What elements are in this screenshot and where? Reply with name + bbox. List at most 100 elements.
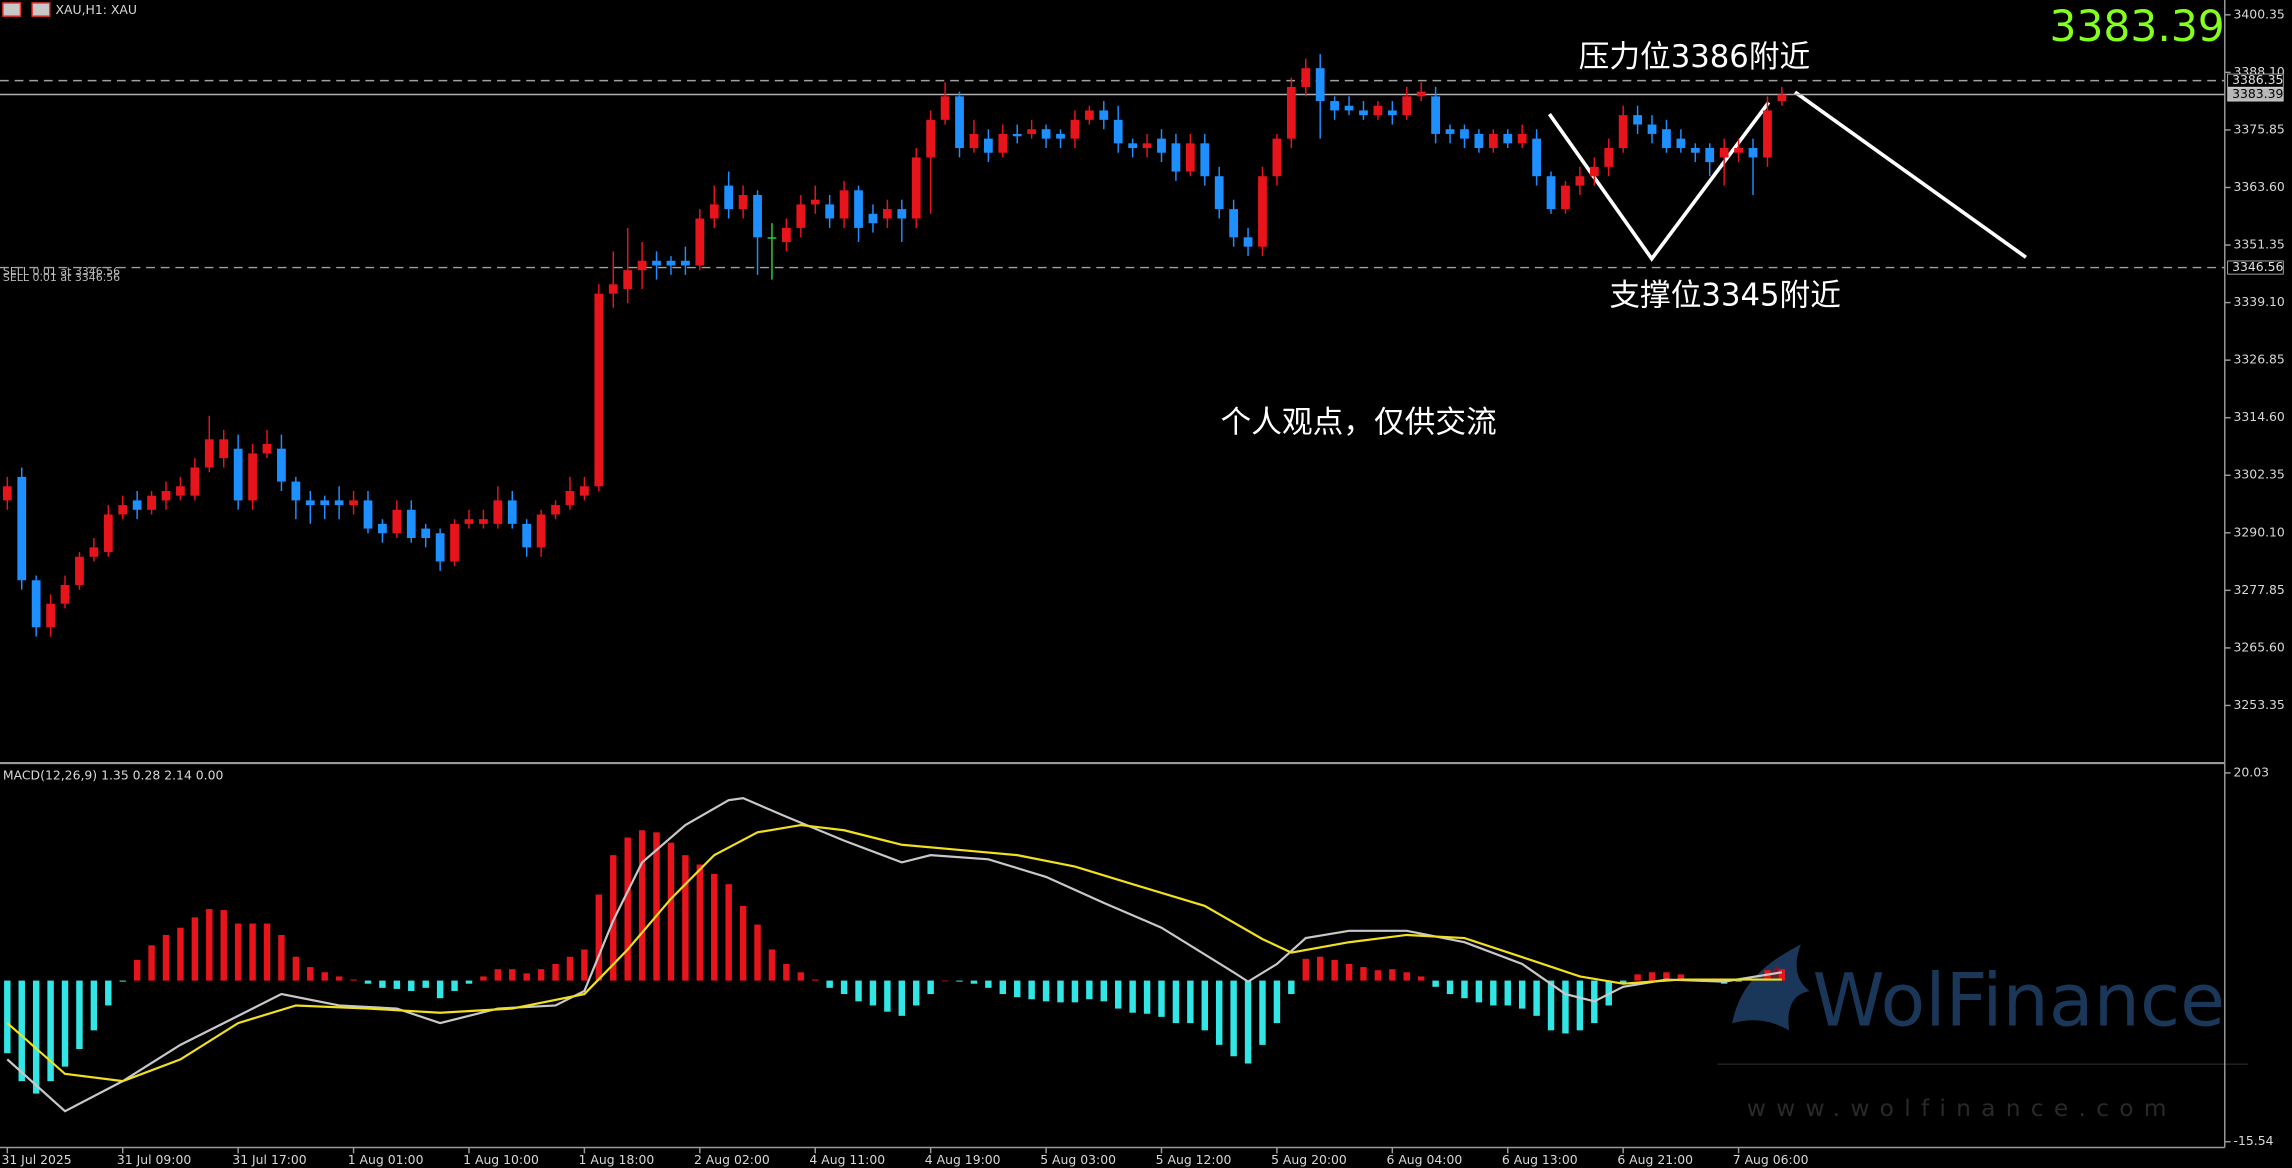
macd-bar <box>1316 956 1324 981</box>
macd-bar <box>754 924 761 981</box>
candle-body <box>1748 148 1758 158</box>
candle-body <box>594 293 604 487</box>
macd-bar <box>509 969 516 981</box>
candle-body <box>897 209 907 219</box>
candle-body <box>1027 129 1037 134</box>
macd-bar <box>292 956 300 981</box>
macd-bar <box>1403 972 1410 981</box>
candle-body <box>1474 133 1484 149</box>
candle-body <box>46 603 55 628</box>
candle-body <box>955 96 964 149</box>
macd-bar <box>711 873 718 981</box>
candle-body <box>1200 143 1210 177</box>
macd-bar <box>1143 980 1151 1014</box>
macd-bar <box>1172 980 1180 1024</box>
candle-body <box>1041 129 1051 139</box>
candle-body <box>652 260 661 266</box>
macd-bar <box>1619 980 1627 984</box>
macd-bar <box>999 980 1007 995</box>
candle-body <box>1315 68 1325 102</box>
candle-body <box>1157 138 1166 153</box>
y-tick-label: 3375.85 <box>2234 121 2285 136</box>
candle-body <box>608 284 618 294</box>
candle-body <box>1387 110 1397 116</box>
candle-body <box>75 556 84 585</box>
candle-body <box>204 439 214 468</box>
x-tick-label: 6 Aug 21:00 <box>1617 1152 1693 1167</box>
macd-bar <box>162 934 170 981</box>
candle-body <box>1070 119 1080 139</box>
candle-body <box>378 523 387 534</box>
candle-body <box>911 157 921 219</box>
macd-bar <box>1042 980 1050 1002</box>
x-tick-label: 5 Aug 03:00 <box>1040 1152 1116 1167</box>
macd-title: MACD(12,26,9) 1.35 0.28 2.14 0.00 <box>3 768 224 783</box>
x-tick-label: 1 Aug 01:00 <box>348 1152 424 1167</box>
candle-body <box>1546 176 1556 210</box>
candle-body <box>681 260 690 266</box>
candle-body <box>1344 105 1354 111</box>
macd-bar <box>1432 980 1439 987</box>
candle-body <box>262 444 272 454</box>
x-tick-label: 4 Aug 11:00 <box>809 1152 885 1167</box>
candle-body <box>17 476 27 581</box>
candle-body <box>767 237 777 239</box>
x-tick-label: 31 Jul 09:00 <box>117 1152 192 1167</box>
macd-bar <box>1562 980 1569 1034</box>
y-tick-label: -15.54 <box>2234 1133 2274 1148</box>
window-icon[interactable] <box>2 2 22 17</box>
macd-bar <box>1446 980 1454 995</box>
y-tick-label: 3326.85 <box>2234 352 2285 367</box>
candle-body <box>623 270 633 289</box>
candle-body <box>1647 124 1657 134</box>
symbol-icon[interactable] <box>31 2 51 17</box>
watermark-brand: WolFinance <box>1813 959 2226 1044</box>
macd-bar <box>1677 974 1685 981</box>
macd-bar <box>1331 959 1338 981</box>
candle-body <box>1445 129 1455 134</box>
candle-body <box>738 195 748 210</box>
macd-bar <box>1518 980 1526 1009</box>
candle-body <box>1330 101 1340 111</box>
candle-body <box>868 213 878 224</box>
bid-box <box>2227 87 2284 102</box>
macd-bar <box>451 980 458 991</box>
macd-bar <box>653 832 660 981</box>
candle-body <box>1301 68 1311 87</box>
macd-bar <box>725 884 732 981</box>
x-tick-label: 31 Jul 17:00 <box>232 1152 307 1167</box>
macd-bar <box>1417 976 1425 981</box>
zigzag-drawing <box>1547 101 1771 262</box>
macd-bar <box>206 909 213 981</box>
macd-bar <box>1389 969 1396 981</box>
candle-body <box>103 514 113 553</box>
macd-bar <box>321 972 328 981</box>
candle-body <box>969 133 979 149</box>
candle-body <box>219 439 229 459</box>
candle-body <box>1185 143 1195 172</box>
macd-bar <box>1215 980 1223 1045</box>
candle-body <box>926 119 936 158</box>
current-price: 3383.39 <box>2050 2 2225 51</box>
x-tick-label: 5 Aug 20:00 <box>1271 1152 1347 1167</box>
candle-body <box>1777 94 1787 102</box>
candle-body <box>1229 209 1239 238</box>
macd-bar <box>119 980 126 982</box>
candle-body <box>565 490 575 506</box>
candle-body <box>1243 237 1253 247</box>
candle-body <box>940 96 950 120</box>
macd-bar <box>249 923 256 981</box>
macd-bar <box>682 855 689 981</box>
candle-body <box>363 500 373 529</box>
candle-body <box>406 509 416 538</box>
candle-body <box>983 138 993 153</box>
candle-body <box>60 584 70 604</box>
macd-bar <box>624 837 631 981</box>
macd-bar <box>234 923 242 981</box>
macd-bar <box>364 980 372 984</box>
candle-body <box>305 500 315 506</box>
candle-body <box>695 218 705 266</box>
macd-bar <box>1086 980 1093 1000</box>
macd-bar <box>941 980 949 982</box>
